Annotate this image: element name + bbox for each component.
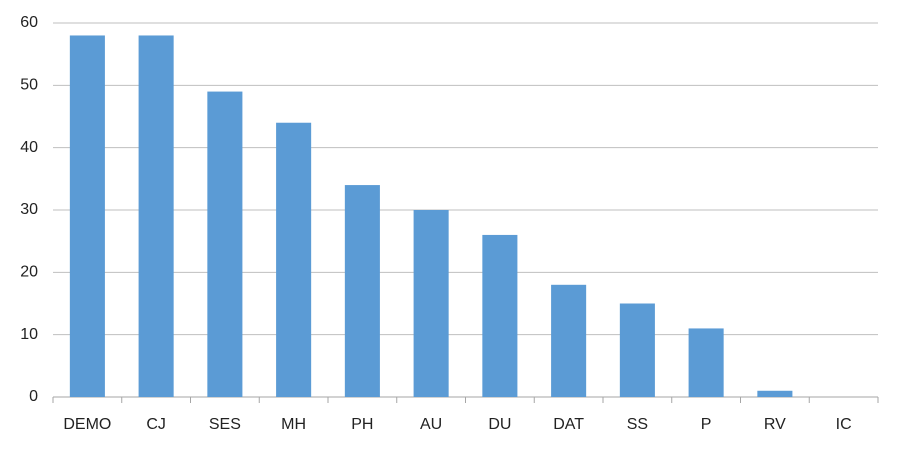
bar	[757, 390, 793, 397]
x-tick-label: SES	[209, 416, 241, 433]
x-tick-label: CJ	[146, 416, 166, 433]
x-tick-label: RV	[764, 416, 786, 433]
y-tick-label: 10	[20, 326, 38, 343]
y-tick-label: 0	[29, 388, 38, 405]
bar	[482, 234, 518, 397]
bar	[207, 91, 243, 398]
bar	[69, 35, 105, 397]
y-tick-label: 20	[20, 264, 38, 281]
x-tick-label: DEMO	[63, 416, 111, 433]
bar	[688, 328, 724, 397]
x-tick-label: SS	[627, 416, 648, 433]
x-tick-label: PH	[351, 416, 373, 433]
y-tick-label: 30	[20, 201, 38, 218]
bar	[413, 210, 449, 397]
bar	[619, 303, 655, 397]
bar	[138, 35, 174, 397]
y-tick-label: 60	[20, 14, 38, 31]
x-tick-label: MH	[281, 416, 306, 433]
x-tick-label: P	[701, 416, 712, 433]
bar	[276, 122, 312, 397]
x-tick-label: DAT	[553, 416, 584, 433]
x-tick-label: IC	[836, 416, 852, 433]
y-tick-label: 50	[20, 77, 38, 94]
y-tick-label: 40	[20, 139, 38, 156]
bar	[551, 284, 587, 397]
bar	[344, 185, 380, 397]
x-tick-label: DU	[488, 416, 511, 433]
x-tick-label: AU	[420, 416, 442, 433]
